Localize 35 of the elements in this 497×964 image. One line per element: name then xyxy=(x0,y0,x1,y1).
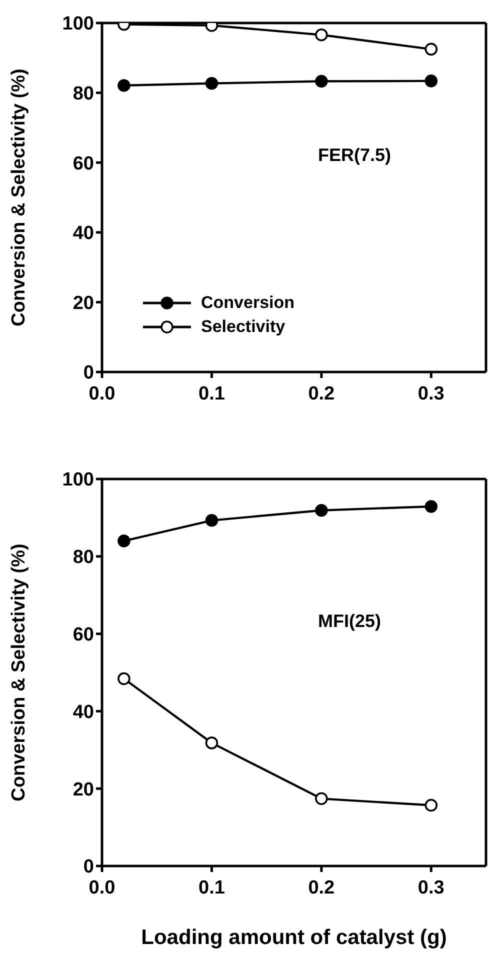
y-tick-label: 80 xyxy=(72,84,94,105)
point xyxy=(118,534,130,548)
annotation: MFI(25) xyxy=(318,611,381,632)
x-tick-label: 0.0 xyxy=(88,877,116,898)
point xyxy=(424,500,438,513)
point xyxy=(205,736,218,750)
x-axis-title: Loading amount of catalyst (g) xyxy=(141,926,447,949)
x-tick-label: 0.3 xyxy=(418,383,444,404)
y-tick-label: 60 xyxy=(72,624,94,646)
point xyxy=(315,504,328,517)
y-tick-label: 100 xyxy=(62,470,94,491)
x-tick-label: 0.2 xyxy=(308,877,335,898)
legend-label: Selectivity xyxy=(201,316,286,337)
annotation: FER(7.5) xyxy=(318,144,392,166)
y-tick-label: 40 xyxy=(72,223,94,244)
y-tick-label: 20 xyxy=(72,779,94,800)
y-tick-label: 0 xyxy=(83,362,94,384)
point xyxy=(315,792,328,806)
y-tick-label: 100 xyxy=(62,14,94,35)
y-axis-title: Conversion & Selectivity (%) xyxy=(8,68,30,326)
x-tick-label: 0.1 xyxy=(198,877,226,898)
x-tick-label: 0.1 xyxy=(198,383,226,404)
point xyxy=(424,798,438,812)
x-tick-label: 0.0 xyxy=(88,383,116,404)
point xyxy=(118,672,130,686)
x-tick-label: 0.3 xyxy=(418,877,444,898)
y-tick-label: 40 xyxy=(72,702,94,723)
y-tick-label: 80 xyxy=(72,547,94,568)
y-axis-title: Conversion & Selectivity (%) xyxy=(8,544,30,802)
x-tick-label: 0.2 xyxy=(308,383,335,404)
point xyxy=(205,514,218,527)
y-tick-label: 0 xyxy=(83,856,94,878)
y-tick-label: 20 xyxy=(72,292,94,314)
y-tick-label: 60 xyxy=(72,153,94,174)
legend-label: Conversion xyxy=(201,292,295,313)
